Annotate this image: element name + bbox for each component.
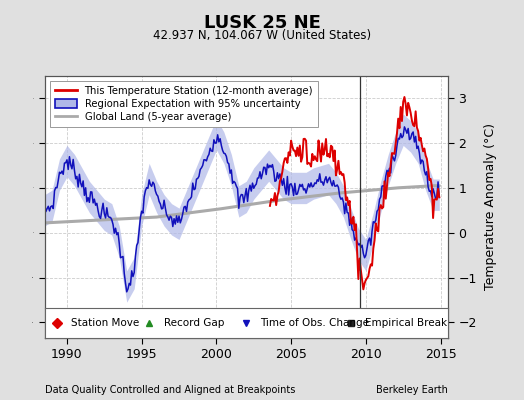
Legend: This Temperature Station (12-month average), Regional Expectation with 95% uncer: This Temperature Station (12-month avera… — [50, 81, 318, 127]
Text: Empirical Break: Empirical Break — [365, 318, 447, 328]
Text: Data Quality Controlled and Aligned at Breakpoints: Data Quality Controlled and Aligned at B… — [45, 385, 295, 395]
Y-axis label: Temperature Anomaly (°C): Temperature Anomaly (°C) — [484, 124, 497, 290]
Text: Station Move: Station Move — [71, 318, 139, 328]
Text: Berkeley Earth: Berkeley Earth — [376, 385, 448, 395]
Text: Time of Obs. Change: Time of Obs. Change — [260, 318, 369, 328]
Text: LUSK 25 NE: LUSK 25 NE — [203, 14, 321, 32]
Text: Record Gap: Record Gap — [163, 318, 224, 328]
Text: 42.937 N, 104.067 W (United States): 42.937 N, 104.067 W (United States) — [153, 29, 371, 42]
